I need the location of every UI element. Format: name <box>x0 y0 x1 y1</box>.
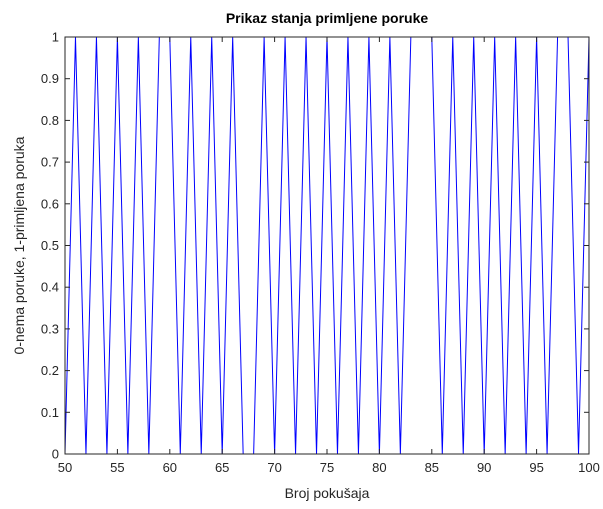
x-axis-label: Broj pokušaja <box>285 485 370 501</box>
x-tick-label: 60 <box>163 460 177 475</box>
y-tick-label: 0.4 <box>41 280 59 295</box>
x-tick-label: 75 <box>320 460 334 475</box>
x-tick-label: 100 <box>578 460 600 475</box>
x-tick-label: 90 <box>477 460 491 475</box>
y-tick-label: 0.1 <box>41 405 59 420</box>
plot-area <box>65 37 589 454</box>
y-tick-label: 0.8 <box>41 113 59 128</box>
x-axis: 50 55 60 65 70 75 80 85 90 95 100 <box>58 37 600 475</box>
y-axis-label: 0-nema poruke, 1-primljena poruka <box>11 136 27 354</box>
x-tick-label: 85 <box>425 460 439 475</box>
x-tick-label: 50 <box>58 460 72 475</box>
chart-title: Prikaz stanja primljene poruke <box>226 10 429 26</box>
y-tick-label: 1 <box>52 30 59 45</box>
x-tick-label: 55 <box>110 460 124 475</box>
y-tick-label: 0.2 <box>41 363 59 378</box>
y-tick-label: 0.9 <box>41 71 59 86</box>
x-tick-label: 95 <box>529 460 543 475</box>
x-tick-label: 80 <box>372 460 386 475</box>
y-tick-label: 0.6 <box>41 196 59 211</box>
x-tick-label: 70 <box>267 460 281 475</box>
y-tick-label: 0.7 <box>41 155 59 170</box>
y-tick-label: 0.5 <box>41 238 59 253</box>
x-tick-label: 65 <box>215 460 229 475</box>
y-tick-label: 0.3 <box>41 321 59 336</box>
y-axis: 0 0.1 0.2 0.3 0.4 0.5 0.6 0.7 0.8 0.9 1 <box>41 30 589 462</box>
y-tick-label: 0 <box>52 447 59 462</box>
